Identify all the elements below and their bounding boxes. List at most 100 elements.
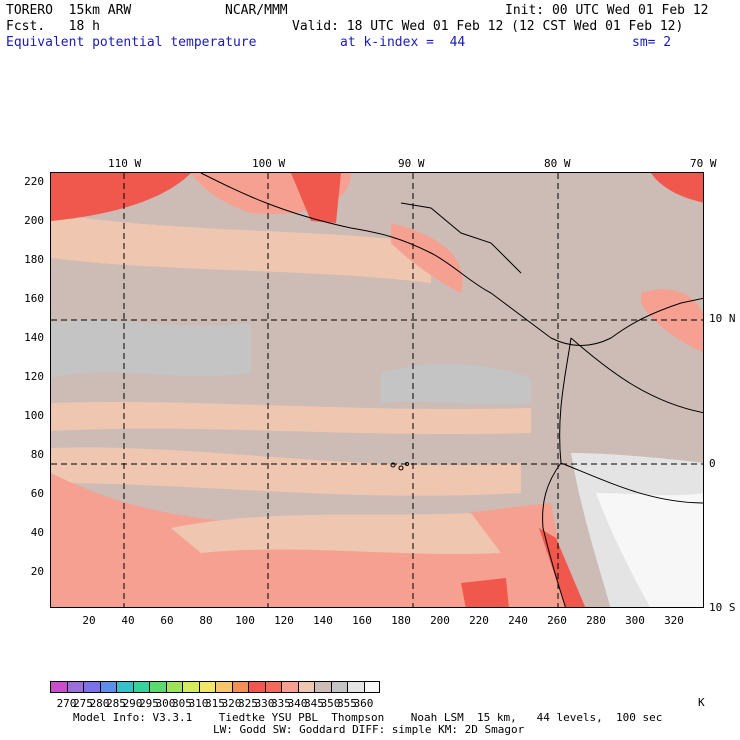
field-gray-patch-west: [51, 320, 251, 378]
colorbar-swatch: [99, 681, 116, 693]
colorbar-level-label: 310: [188, 697, 209, 710]
field-hot-coast-peru: [539, 528, 586, 607]
lat-label-0: 0: [709, 457, 716, 470]
level-info: at k-index = 44: [340, 35, 466, 50]
colorbar-level-label: 275: [73, 697, 93, 710]
colorbar-level-label: 290: [122, 697, 143, 710]
valid-time: Valid: 18 UTC Wed 01 Feb 12 (12 CST Wed …: [292, 19, 684, 34]
colorbar-swatch: [198, 681, 215, 693]
field-name: Equivalent potential temperature: [6, 35, 257, 50]
field-hot-south: [461, 578, 509, 607]
field-band-mid: [51, 401, 531, 435]
y-tick-200: 200: [24, 214, 44, 227]
border-line-peru: [560, 462, 703, 504]
model-info-line1: Model Info: V3.3.1 Tiedtke YSU PBL Thomp…: [73, 711, 663, 724]
y-tick-80: 80: [30, 448, 44, 461]
colorbar-swatch: [347, 681, 364, 693]
colorbar-level-label: 360: [353, 697, 374, 710]
forecast-hour: Fcst. 18 h: [6, 19, 100, 34]
smoothing-info: sm= 2: [632, 35, 672, 50]
colorbar-level-label: 315: [205, 697, 225, 710]
lat-label-10n: 10 N: [709, 312, 736, 325]
field-band-lower: [171, 513, 501, 555]
colorbar: [50, 681, 380, 693]
colorbar-swatch: [264, 681, 281, 693]
colorbar-swatch: [231, 681, 248, 693]
y-tick-220: 220: [24, 175, 44, 188]
colorbar-swatch: [182, 681, 199, 693]
colorbar-level-label: 340: [287, 697, 308, 710]
x-tick-100: 100: [235, 614, 255, 627]
lat-label-10s: 10 S: [709, 601, 736, 614]
lon-label-90w: 90 W: [398, 157, 425, 170]
colorbar-swatch: [314, 681, 331, 693]
colorbar-swatch: [165, 681, 182, 693]
colorbar-level-label: 270: [56, 697, 77, 710]
x-tick-80: 80: [199, 614, 213, 627]
y-tick-120: 120: [24, 370, 44, 383]
colorbar-swatch: [363, 681, 380, 693]
galapagos-island: [390, 462, 396, 468]
x-tick-240: 240: [508, 614, 528, 627]
colorbar-level-label: 330: [254, 697, 275, 710]
field-band-south: [51, 447, 521, 496]
model-info-line2: LW: Godd SW: Goddard DIFF: simple KM: 2D…: [213, 723, 525, 736]
y-tick-60: 60: [30, 487, 44, 500]
x-tick-160: 160: [352, 614, 372, 627]
lon-label-80w: 80 W: [544, 157, 571, 170]
colorbar-swatch: [281, 681, 298, 693]
y-tick-20: 20: [30, 565, 44, 578]
colorbar-swatch: [83, 681, 100, 693]
colorbar-level-label: 305: [172, 697, 192, 710]
colorbar-level-label: 335: [271, 697, 291, 710]
x-tick-180: 180: [391, 614, 411, 627]
coastline-central-america: [200, 173, 612, 346]
field-gray-patch-center: [381, 363, 531, 405]
x-tick-220: 220: [469, 614, 489, 627]
colorbar-swatch: [132, 681, 149, 693]
x-tick-260: 260: [547, 614, 567, 627]
center-name: NCAR/MMM: [225, 3, 288, 18]
colorbar-swatch: [50, 681, 67, 693]
colorbar-swatch: [215, 681, 232, 693]
x-tick-40: 40: [121, 614, 135, 627]
coastline-south-america: [542, 337, 572, 607]
x-tick-140: 140: [313, 614, 333, 627]
map-canvas: [51, 173, 703, 607]
colorbar-level-label: 300: [155, 697, 176, 710]
x-tick-20: 20: [82, 614, 96, 627]
colorbar-level-label: 345: [304, 697, 324, 710]
field-warm-coast: [391, 223, 463, 293]
colorbar-level-label: 285: [106, 697, 126, 710]
colorbar-swatch: [149, 681, 166, 693]
colorbar-level-label: 350: [320, 697, 341, 710]
x-tick-60: 60: [160, 614, 174, 627]
init-time: Init: 00 UTC Wed 01 Feb 12: [505, 3, 709, 18]
model-name: TORERO 15km ARW: [6, 3, 132, 18]
colorbar-swatch: [66, 681, 83, 693]
x-tick-320: 320: [664, 614, 684, 627]
colorbar-unit: K: [698, 696, 705, 709]
lon-label-70w: 70 W: [690, 157, 717, 170]
coastline-caribbean: [610, 297, 703, 339]
colorbar-level-label: 280: [89, 697, 110, 710]
lon-label-100w: 100 W: [252, 157, 286, 170]
y-tick-160: 160: [24, 292, 44, 305]
colorbar-swatch: [297, 681, 314, 693]
colorbar-level-label: 325: [238, 697, 258, 710]
colorbar-swatch: [330, 681, 347, 693]
y-tick-100: 100: [24, 409, 44, 422]
field-hot-ne: [651, 173, 703, 203]
y-tick-40: 40: [30, 526, 44, 539]
theta-e-map: [50, 172, 704, 608]
field-land-white: [596, 493, 703, 607]
colorbar-swatch: [116, 681, 133, 693]
field-warm-ne: [641, 289, 703, 353]
x-tick-300: 300: [625, 614, 645, 627]
y-tick-140: 140: [24, 331, 44, 344]
y-tick-180: 180: [24, 253, 44, 266]
border-line-north: [400, 202, 522, 274]
x-tick-120: 120: [274, 614, 294, 627]
field-hot-nw: [51, 173, 191, 221]
colorbar-swatch: [248, 681, 265, 693]
